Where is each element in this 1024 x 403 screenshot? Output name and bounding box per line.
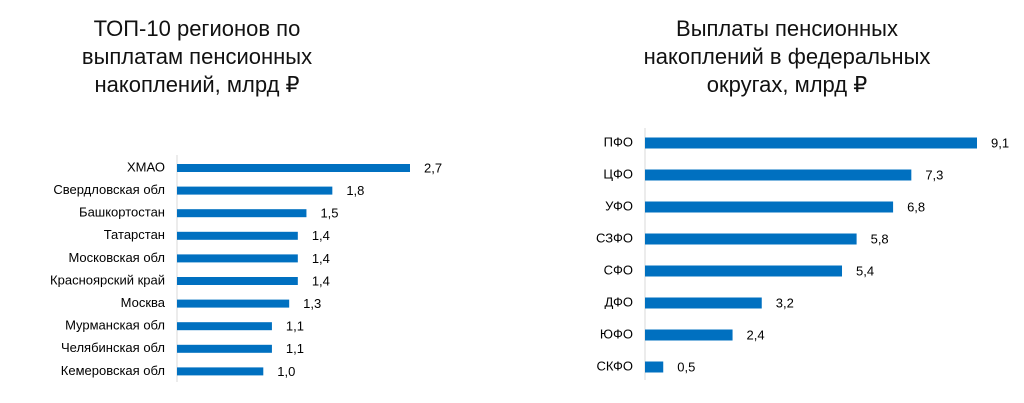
chart-title: Выплаты пенсионных	[676, 16, 898, 41]
value-label: 9,1	[991, 135, 1009, 150]
bar	[177, 254, 298, 263]
category-label: Красноярский край	[50, 272, 165, 287]
value-label: 1,4	[312, 228, 330, 243]
bar	[177, 186, 333, 195]
category-label: Башкортостан	[79, 205, 165, 220]
value-label: 1,4	[312, 251, 330, 266]
category-label: Кемеровская обл	[61, 363, 165, 378]
bar	[177, 322, 272, 331]
bar	[177, 367, 264, 376]
category-label: ЮФО	[600, 326, 633, 341]
category-label: Татарстан	[104, 227, 165, 242]
category-label: СФО	[604, 262, 633, 277]
category-label: ЦФО	[603, 166, 633, 181]
value-label: 1,3	[303, 296, 321, 311]
bar	[645, 233, 857, 245]
value-label: 5,8	[871, 231, 889, 246]
category-label: Москва	[121, 295, 166, 310]
value-label: 2,4	[747, 327, 765, 342]
bar	[645, 329, 733, 341]
chart-title: ТОП-10 регионов по	[94, 16, 301, 41]
bar	[645, 297, 762, 309]
category-label: ДФО	[604, 294, 633, 309]
category-label: Свердловская обл	[53, 182, 165, 197]
value-label: 7,3	[925, 167, 943, 182]
value-label: 2,7	[424, 160, 442, 175]
bar	[645, 265, 843, 277]
value-label: 1,8	[346, 183, 364, 198]
category-label: ПФО	[604, 134, 633, 149]
category-label: Московская обл	[68, 250, 165, 265]
bar	[177, 231, 298, 240]
bar	[177, 209, 307, 218]
bar	[177, 277, 298, 285]
bar	[177, 164, 410, 172]
bar	[177, 299, 290, 308]
bar	[645, 169, 912, 181]
value-label: 3,2	[776, 295, 794, 310]
bar	[645, 137, 977, 149]
bar	[645, 201, 894, 213]
value-label: 1,1	[286, 341, 304, 356]
bar	[645, 361, 664, 373]
value-label: 1,1	[286, 319, 304, 334]
category-label: Челябинская обл	[61, 340, 165, 355]
category-label: УФО	[605, 198, 633, 213]
value-label: 0,5	[677, 359, 695, 374]
category-label: ХМАО	[127, 159, 165, 174]
category-label: СЗФО	[596, 230, 633, 245]
value-label: 1,5	[320, 206, 338, 221]
value-label: 1,4	[312, 273, 330, 288]
bar	[177, 344, 272, 353]
chart-title: накоплений в федеральных	[644, 44, 931, 69]
value-label: 5,4	[856, 263, 874, 278]
chart-title: накоплений, млрд ₽	[94, 72, 299, 97]
category-label: Мурманская обл	[65, 318, 165, 333]
value-label: 6,8	[907, 199, 925, 214]
chart-title: округах, млрд ₽	[707, 72, 868, 97]
chart-title: выплатам пенсионных	[82, 44, 312, 69]
category-label: СКФО	[596, 358, 633, 373]
value-label: 1,0	[277, 364, 295, 379]
